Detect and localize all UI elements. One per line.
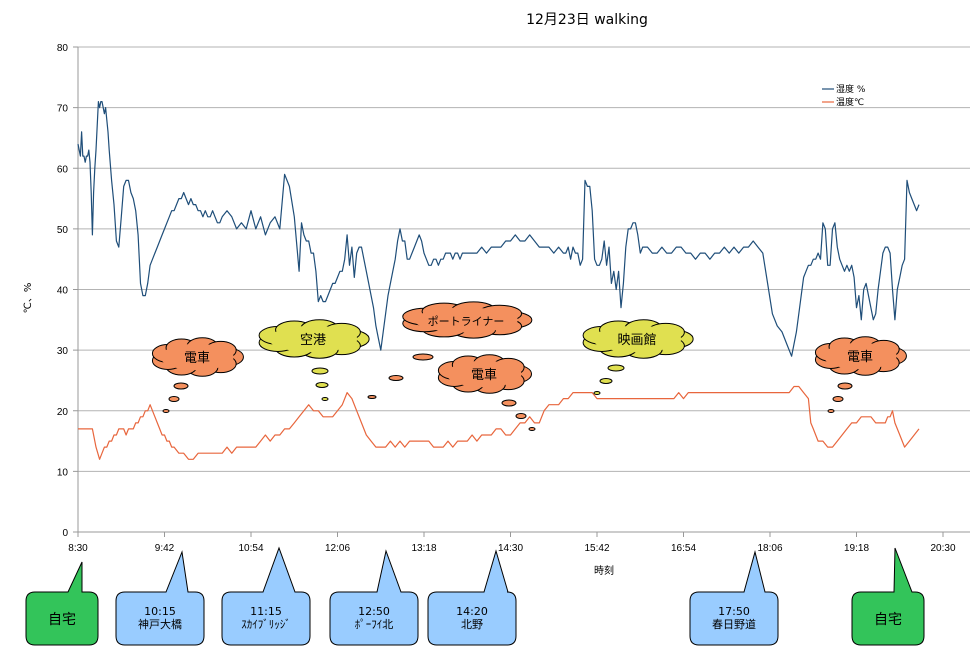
- x-tick-label: 19:18: [844, 543, 869, 554]
- callout-shape: [25, 561, 99, 646]
- thought-bubble: [412, 353, 434, 361]
- grid-lines: [78, 46, 970, 472]
- thought-cloud: 電車: [437, 354, 536, 431]
- x-tick-label: 9:42: [155, 543, 175, 554]
- thought-bubble: [321, 397, 329, 401]
- thought-bubble: [367, 395, 377, 399]
- thought-cloud: 電車: [814, 336, 907, 413]
- cloud-label: 電車: [471, 368, 497, 383]
- thought-bubble: [168, 396, 180, 402]
- thought-bubble: [315, 382, 329, 388]
- callout-time: 12:50: [358, 605, 390, 618]
- x-tick-label: 20:30: [930, 543, 955, 554]
- callout-shape: [427, 549, 517, 646]
- x-tick-label: 15:42: [584, 543, 609, 554]
- thought-bubble: [593, 391, 601, 395]
- series-lines: [77, 100, 920, 460]
- callout-time: 17:50: [718, 605, 750, 618]
- y-tick-label: 20: [57, 407, 69, 418]
- thought-bubble: [388, 375, 404, 381]
- thought-cloud: 電車: [151, 337, 244, 413]
- thought-bubble: [501, 399, 517, 407]
- x-axis-ticks: 8:30 9:42 10:54 12:06 13:18 14:30 15:42 16:54 18…: [68, 532, 956, 554]
- thought-bubble: [173, 382, 189, 390]
- y-tick-label: 50: [57, 225, 69, 236]
- callout-place: ｽｶｲﾌﾞﾘｯｼﾞ: [241, 618, 291, 631]
- x-tick-label: 8:30: [68, 543, 88, 554]
- callout-shape: [689, 550, 779, 646]
- thought-bubble: [162, 409, 170, 413]
- x-axis-title: 時刻: [594, 564, 614, 577]
- thought-bubble: [837, 382, 853, 390]
- temperature-line: [78, 385, 920, 460]
- y-tick-label: 30: [57, 346, 69, 357]
- callout-shape: [115, 550, 205, 646]
- thought-cloud: 空港: [258, 319, 370, 401]
- thought-bubble: [311, 367, 329, 375]
- thought-bubble: [528, 427, 536, 431]
- cloud-body: [268, 325, 358, 353]
- cloud-body: [160, 343, 234, 371]
- thought-cloud: 映画館: [582, 319, 694, 395]
- callout-home: 自宅: [851, 547, 925, 646]
- callout-shape: [221, 546, 311, 646]
- x-tick-label: 18:06: [757, 543, 782, 554]
- callout-home: 自宅: [25, 561, 99, 646]
- callout-shape: [851, 547, 925, 646]
- cloud-body: [823, 342, 897, 370]
- legend: 湿度 % 温度℃: [822, 83, 866, 108]
- callout-place: 自宅: [874, 612, 902, 628]
- x-tick-label: 13:18: [411, 543, 436, 554]
- callout-time: 11:15: [250, 605, 282, 618]
- cloud-body: [592, 325, 682, 353]
- x-tick-label: 16:54: [671, 543, 696, 554]
- callout-place: 神戸大橋: [138, 617, 182, 631]
- cloud-label: 電車: [184, 351, 210, 366]
- y-tick-label: 40: [57, 286, 69, 297]
- callout-time: 10:15: [144, 605, 176, 618]
- chart-title: 12月23日 walking: [526, 12, 648, 28]
- x-tick-label: 14:30: [498, 543, 523, 554]
- callout-place: 北野: [461, 618, 483, 631]
- thought-bubble: [607, 364, 625, 372]
- callout-place: 春日野道: [712, 617, 756, 631]
- x-tick-label: 12:06: [325, 543, 350, 554]
- thought-bubble: [599, 378, 613, 384]
- y-axis-title: ℃、%: [23, 283, 34, 314]
- legend-label-temperature: 温度℃: [836, 96, 864, 108]
- thought-bubble: [827, 409, 835, 413]
- cloud-label: 空港: [300, 333, 326, 348]
- y-tick-label: 10: [57, 467, 69, 478]
- callout-place: ﾎﾟｰﾌｲ北: [355, 618, 394, 631]
- legend-label-humidity: 湿度 %: [836, 83, 866, 95]
- thought-bubble: [832, 396, 844, 402]
- y-tick-label: 70: [57, 104, 69, 115]
- cloud-body: [446, 360, 522, 388]
- cloud-label: 映画館: [617, 333, 656, 348]
- callout-shape: [329, 549, 419, 646]
- y-tick-label: 0: [62, 528, 68, 539]
- thought-cloud: ポートライナー: [367, 301, 533, 399]
- cloud-label: ポートライナー: [428, 315, 505, 328]
- cloud-body: [414, 307, 518, 333]
- callout-time: 14:20: [456, 605, 488, 618]
- callout-place: 自宅: [48, 612, 76, 628]
- y-axis-ticks: 0 10 20 30 40 50 60 70 80: [57, 43, 78, 539]
- y-tick-label: 60: [57, 164, 69, 175]
- x-tick-label: 10:54: [238, 543, 263, 554]
- humidity-line: [77, 100, 920, 357]
- location-callouts: 自宅10:15神戸大橋11:15ｽｶｲﾌﾞﾘｯｼﾞ12:50ﾎﾟｰﾌｲ北14:2…: [25, 546, 925, 646]
- cloud-label: 電車: [847, 350, 873, 365]
- y-tick-label: 80: [57, 43, 69, 54]
- thought-bubble: [515, 413, 527, 419]
